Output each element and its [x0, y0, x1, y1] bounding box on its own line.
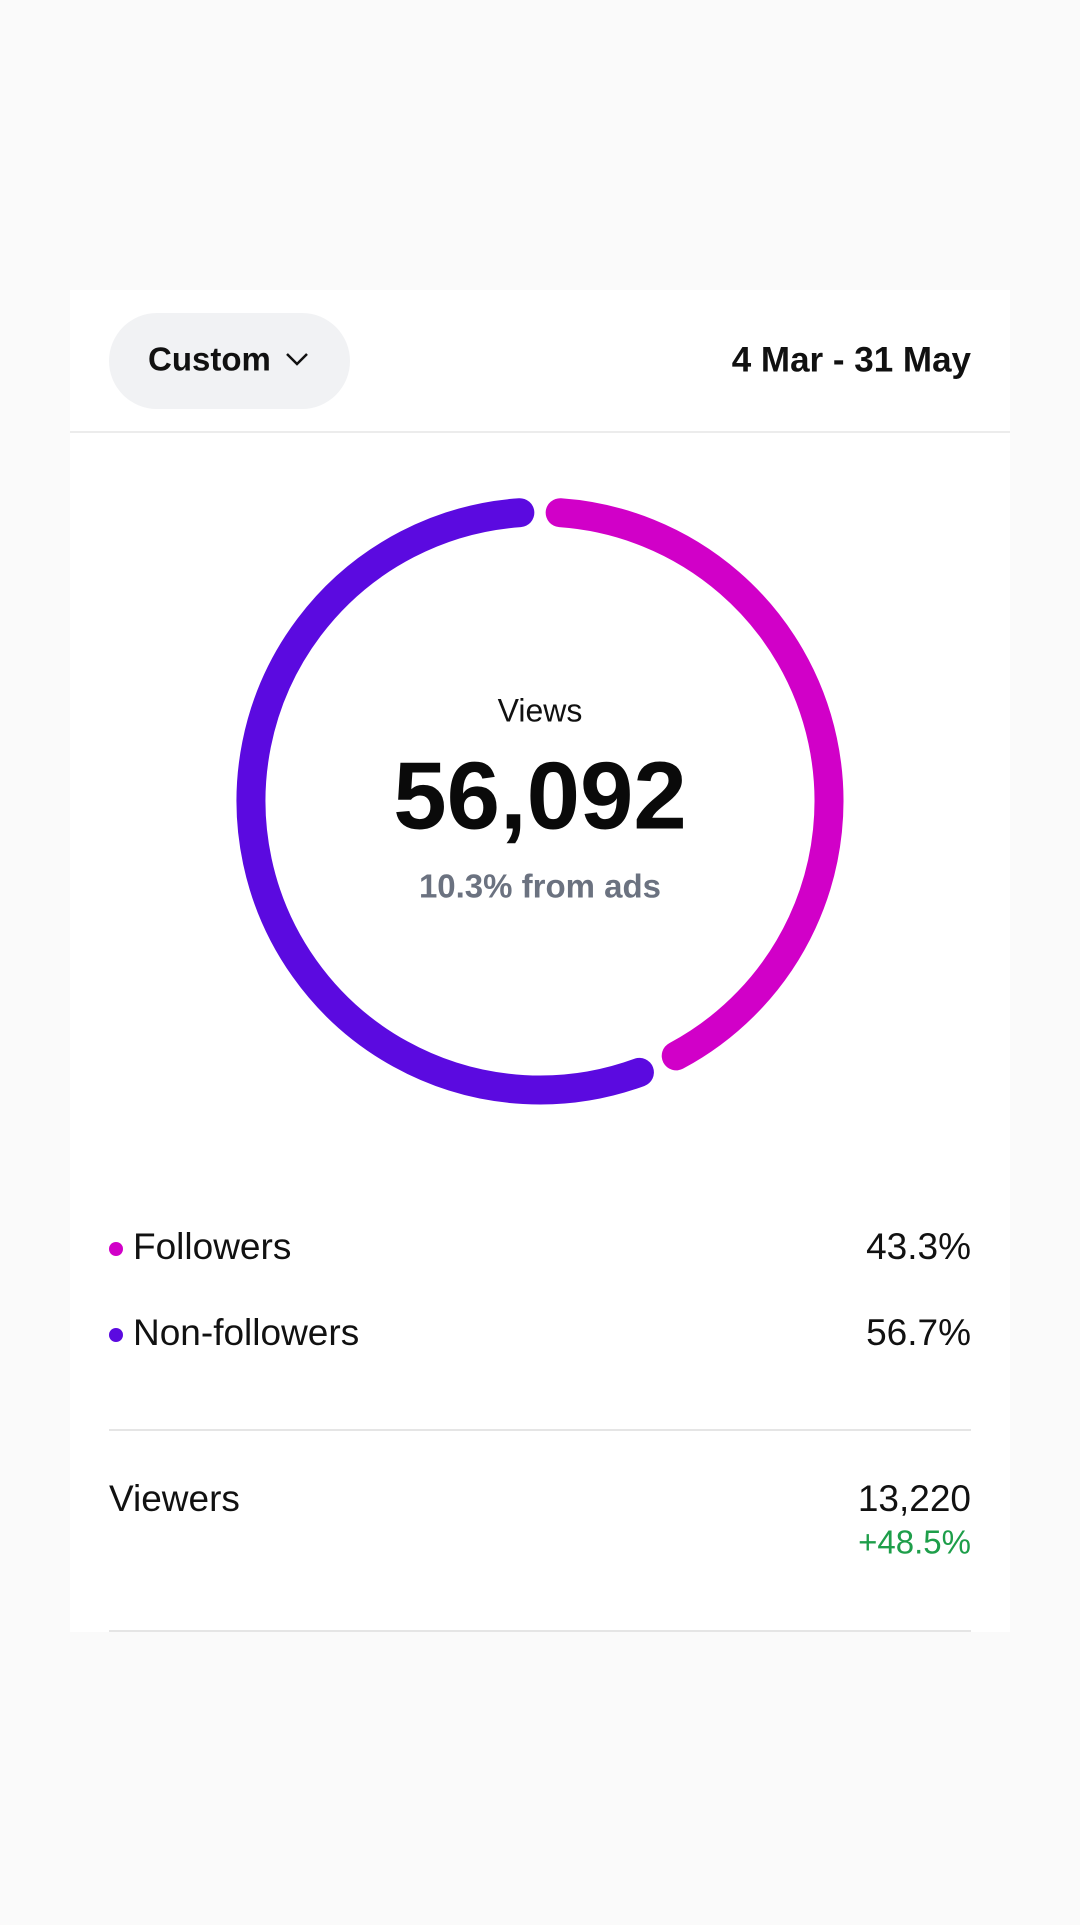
filter-button[interactable] — [109, 313, 350, 409]
card — [70, 290, 1010, 1632]
filter-label[interactable]: Custom — [148, 341, 271, 378]
viewers-value: 13,220 — [858, 1478, 971, 1519]
donut-segment — [545, 498, 844, 1071]
legend-value: 56.7% — [866, 1312, 971, 1353]
legend-dot — [109, 1242, 123, 1256]
legend: Followers 43.3% Non-followers 56.7% — [109, 1226, 971, 1353]
legend-dot — [109, 1328, 123, 1342]
center-subtitle: 10.3% from ads — [419, 868, 661, 905]
center-value: 56,092 — [393, 742, 687, 849]
date-range: 4 Mar - 31 May — [732, 340, 972, 379]
legend-label: Non-followers — [133, 1312, 359, 1353]
donut-segment — [236, 498, 654, 1105]
viewers-label: Viewers — [109, 1478, 240, 1519]
legend-value: 43.3% — [866, 1226, 971, 1267]
chevron-icon[interactable] — [286, 353, 308, 366]
center-title: Views — [498, 692, 583, 728]
legend-label: Followers — [133, 1226, 291, 1267]
donut — [236, 498, 844, 1105]
viewers-change: +48.5% — [858, 1524, 971, 1561]
